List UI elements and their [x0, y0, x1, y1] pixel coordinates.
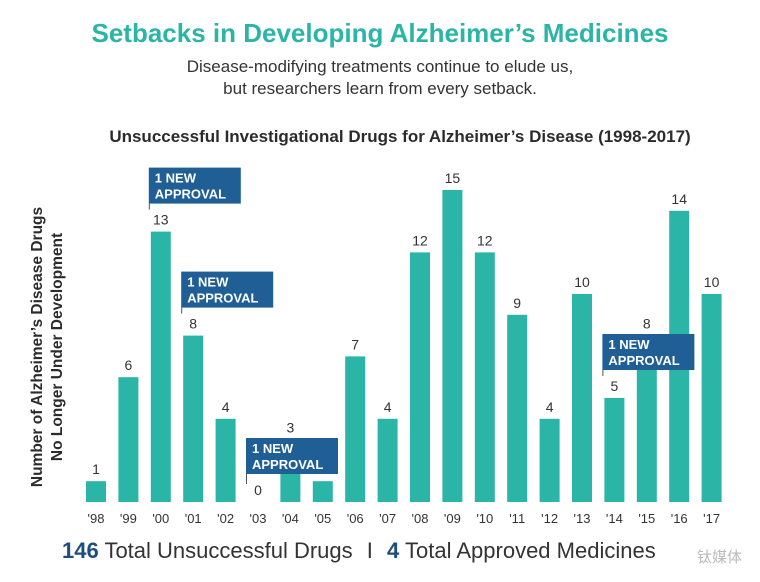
value-label: 0 — [254, 482, 262, 498]
x-tick-label: '06 — [347, 511, 364, 526]
approval-callout-line-1: 1 NEW — [608, 337, 650, 352]
bar-11 — [507, 314, 528, 502]
bar-15 — [636, 335, 657, 502]
bar-17 — [701, 294, 722, 502]
bar-98 — [86, 481, 106, 502]
value-label: 13 — [153, 212, 169, 228]
subtitle-line-2: but researchers learn from every setback… — [223, 79, 537, 98]
value-label: 8 — [189, 316, 197, 332]
y-axis-label-line-1: Number of Alzheimer’s Disease Drugs — [29, 207, 46, 487]
value-label: 15 — [445, 170, 461, 186]
x-tick-label: '10 — [476, 511, 493, 526]
x-tick-label: '04 — [282, 511, 299, 526]
value-label: 12 — [412, 232, 428, 248]
x-tick-label: '98 — [88, 511, 105, 526]
x-tick-label: '14 — [606, 511, 623, 526]
value-label: 6 — [125, 357, 133, 373]
bar-10 — [474, 252, 495, 502]
value-label: 5 — [611, 378, 619, 394]
x-tick-label: '99 — [120, 511, 137, 526]
approval-callout-box — [181, 271, 274, 308]
footer-separator: I — [366, 538, 373, 563]
page-title: Setbacks in Developing Alzheimer’s Medic… — [91, 18, 669, 48]
x-tick-label: '08 — [412, 511, 429, 526]
x-tick-label: '03 — [250, 511, 267, 526]
bar-07 — [377, 418, 398, 502]
bar-13 — [572, 294, 592, 502]
x-tick-label: '11 — [509, 511, 525, 526]
y-axis-label-line-2: No Longer Under Development — [49, 233, 66, 461]
bar-02 — [215, 418, 236, 502]
approval-callout-line-1: 1 NEW — [252, 441, 294, 456]
x-tick-label: '02 — [217, 511, 234, 526]
bar-14 — [604, 398, 625, 502]
approved-count: 4 — [387, 538, 400, 563]
approval-callout-line-2: APPROVAL — [155, 187, 226, 202]
x-tick-label: '01 — [185, 511, 202, 526]
chart-title: Unsuccessful Investigational Drugs for A… — [109, 127, 691, 146]
x-tick-label: '15 — [638, 511, 655, 526]
subtitle-line-1: Disease-modifying treatments continue to… — [186, 57, 574, 76]
totals-footer: 146 Total Unsuccessful Drugs I 4 Total A… — [62, 538, 656, 564]
bar-06 — [345, 356, 366, 502]
approval-callout-line-1: 1 NEW — [155, 171, 197, 186]
approval-callout-line-2: APPROVAL — [608, 353, 679, 368]
x-tick-label: '09 — [444, 511, 461, 526]
approval-callout-line-2: APPROVAL — [187, 291, 258, 306]
value-label: 4 — [384, 399, 392, 415]
approval-callout-box — [602, 334, 695, 370]
x-tick-label: '05 — [314, 511, 331, 526]
bar-08 — [410, 252, 430, 502]
unsuccessful-label: Total Unsuccessful Drugs — [104, 538, 353, 563]
page-subtitle: Disease-modifying treatments continue to… — [0, 56, 760, 100]
bar-09 — [442, 190, 463, 502]
bar-00 — [150, 231, 171, 502]
approval-callout-line-1: 1 NEW — [187, 275, 229, 290]
value-label: 1 — [92, 461, 100, 477]
value-label: 7 — [351, 336, 359, 352]
value-label: 4 — [546, 399, 554, 415]
bar-12 — [539, 418, 560, 502]
value-label: 12 — [477, 232, 493, 248]
value-label: 9 — [513, 295, 521, 311]
bar-99 — [118, 377, 139, 502]
approval-callout-box — [148, 167, 241, 204]
value-label: 4 — [222, 399, 230, 415]
x-tick-label: '07 — [379, 511, 396, 526]
x-tick-label: '13 — [574, 511, 591, 526]
x-tick-label: '12 — [541, 511, 558, 526]
value-label: 3 — [287, 420, 295, 436]
x-tick-label: '00 — [152, 511, 169, 526]
x-tick-label: '17 — [703, 511, 720, 526]
bar-01 — [183, 335, 204, 502]
watermark: 钛媒体 — [696, 549, 742, 566]
value-label: 14 — [671, 191, 687, 207]
approval-callout-box — [246, 438, 338, 474]
value-label: 8 — [643, 316, 651, 332]
bar-05 — [312, 481, 333, 502]
approval-callout-line-2: APPROVAL — [252, 457, 323, 472]
value-label: 10 — [704, 274, 720, 290]
x-tick-label: '16 — [671, 511, 688, 526]
unsuccessful-count: 146 — [62, 538, 99, 563]
approved-label: Total Approved Medicines — [405, 538, 656, 563]
value-label: 10 — [574, 274, 590, 290]
